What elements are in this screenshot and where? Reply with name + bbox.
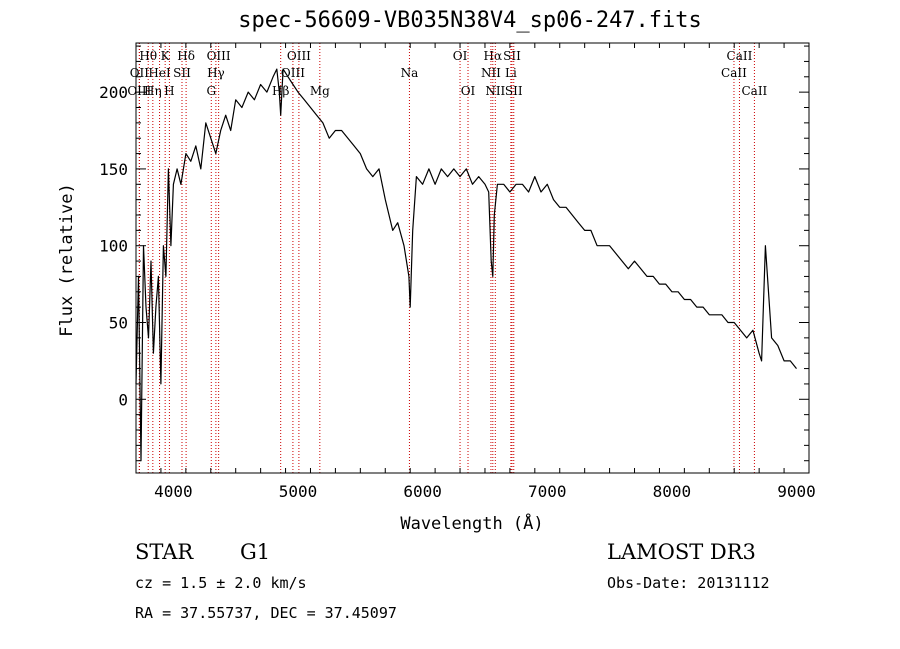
- line-marker-label-4: HeI: [148, 66, 171, 80]
- y-tick-label-100: 100: [99, 237, 128, 256]
- line-marker-label-18: OI: [461, 84, 476, 98]
- x-axis-label: Wavelength (Å): [400, 512, 543, 534]
- y-axis-label: Flux (relative): [57, 183, 77, 337]
- coordinates-text: RA = 37.55737, DEC = 37.45097: [135, 604, 397, 622]
- object-class: STAR: [135, 540, 194, 564]
- line-marker-label-2: OIII: [127, 84, 151, 98]
- line-marker-label-13: OIII: [287, 49, 311, 63]
- y-tick-label-50: 50: [109, 314, 128, 333]
- line-marker-label-0: Hθ: [139, 49, 157, 63]
- x-tick-label-7000: 7000: [528, 482, 567, 501]
- line-marker-label-9: OIII: [207, 49, 231, 63]
- line-marker-label-26: CaII: [721, 66, 747, 80]
- x-tick-label-8000: 8000: [653, 482, 692, 501]
- line-marker-label-21: NII: [485, 84, 505, 98]
- line-marker-label-5: K: [161, 49, 171, 63]
- line-marker-label-7: SII: [173, 66, 191, 80]
- line-marker-label-14: OIII: [281, 66, 305, 80]
- axis-ticks: 4000 5000 6000 7000 8000 9000 0 50 100 150 200: [99, 43, 816, 501]
- y-tick-label-0: 0: [118, 390, 128, 409]
- line-marker-label-12: Hβ: [272, 84, 289, 98]
- line-marker-label-27: CaII: [741, 84, 767, 98]
- y-tick-label-150: 150: [99, 160, 128, 179]
- series-layer: [135, 68, 797, 462]
- line-marker-label-11: G: [206, 84, 216, 98]
- observation-date: Obs-Date: 20131112: [607, 574, 770, 592]
- line-marker-label-23: Li: [505, 66, 517, 80]
- line-marker-label-10: Hγ: [207, 66, 225, 80]
- series-line-flux: [135, 68, 797, 462]
- redshift-text: cz = 1.5 ± 2.0 km/s: [135, 574, 307, 592]
- line-marker-label-8: Hδ: [177, 49, 195, 63]
- line-marker-label-25: CaII: [727, 49, 753, 63]
- line-marker-label-19: Hα: [484, 49, 503, 63]
- object-subclass: G1: [240, 540, 271, 564]
- line-marker-label-15: Mg: [310, 84, 330, 98]
- plot-frame: [135, 42, 810, 474]
- line-marker-label-17: OI: [453, 49, 468, 63]
- line-marker-label-24: SII: [505, 84, 523, 98]
- line-marker-label-20: NII: [481, 66, 501, 80]
- survey-name: LAMOST DR3: [607, 540, 756, 564]
- line-marker-label-16: Na: [401, 66, 419, 80]
- chart-title: spec-56609-VB035N38V4_sp06-247.fits: [238, 8, 702, 33]
- x-tick-label-4000: 4000: [154, 482, 193, 501]
- line-marker-label-6: H: [164, 84, 174, 98]
- x-tick-label-5000: 5000: [279, 482, 318, 501]
- y-tick-label-200: 200: [99, 83, 128, 102]
- line-marker-label-22: SII: [503, 49, 521, 63]
- x-tick-label-6000: 6000: [403, 482, 442, 501]
- x-tick-label-9000: 9000: [777, 482, 816, 501]
- line-marker-label-3: Hη: [144, 84, 162, 98]
